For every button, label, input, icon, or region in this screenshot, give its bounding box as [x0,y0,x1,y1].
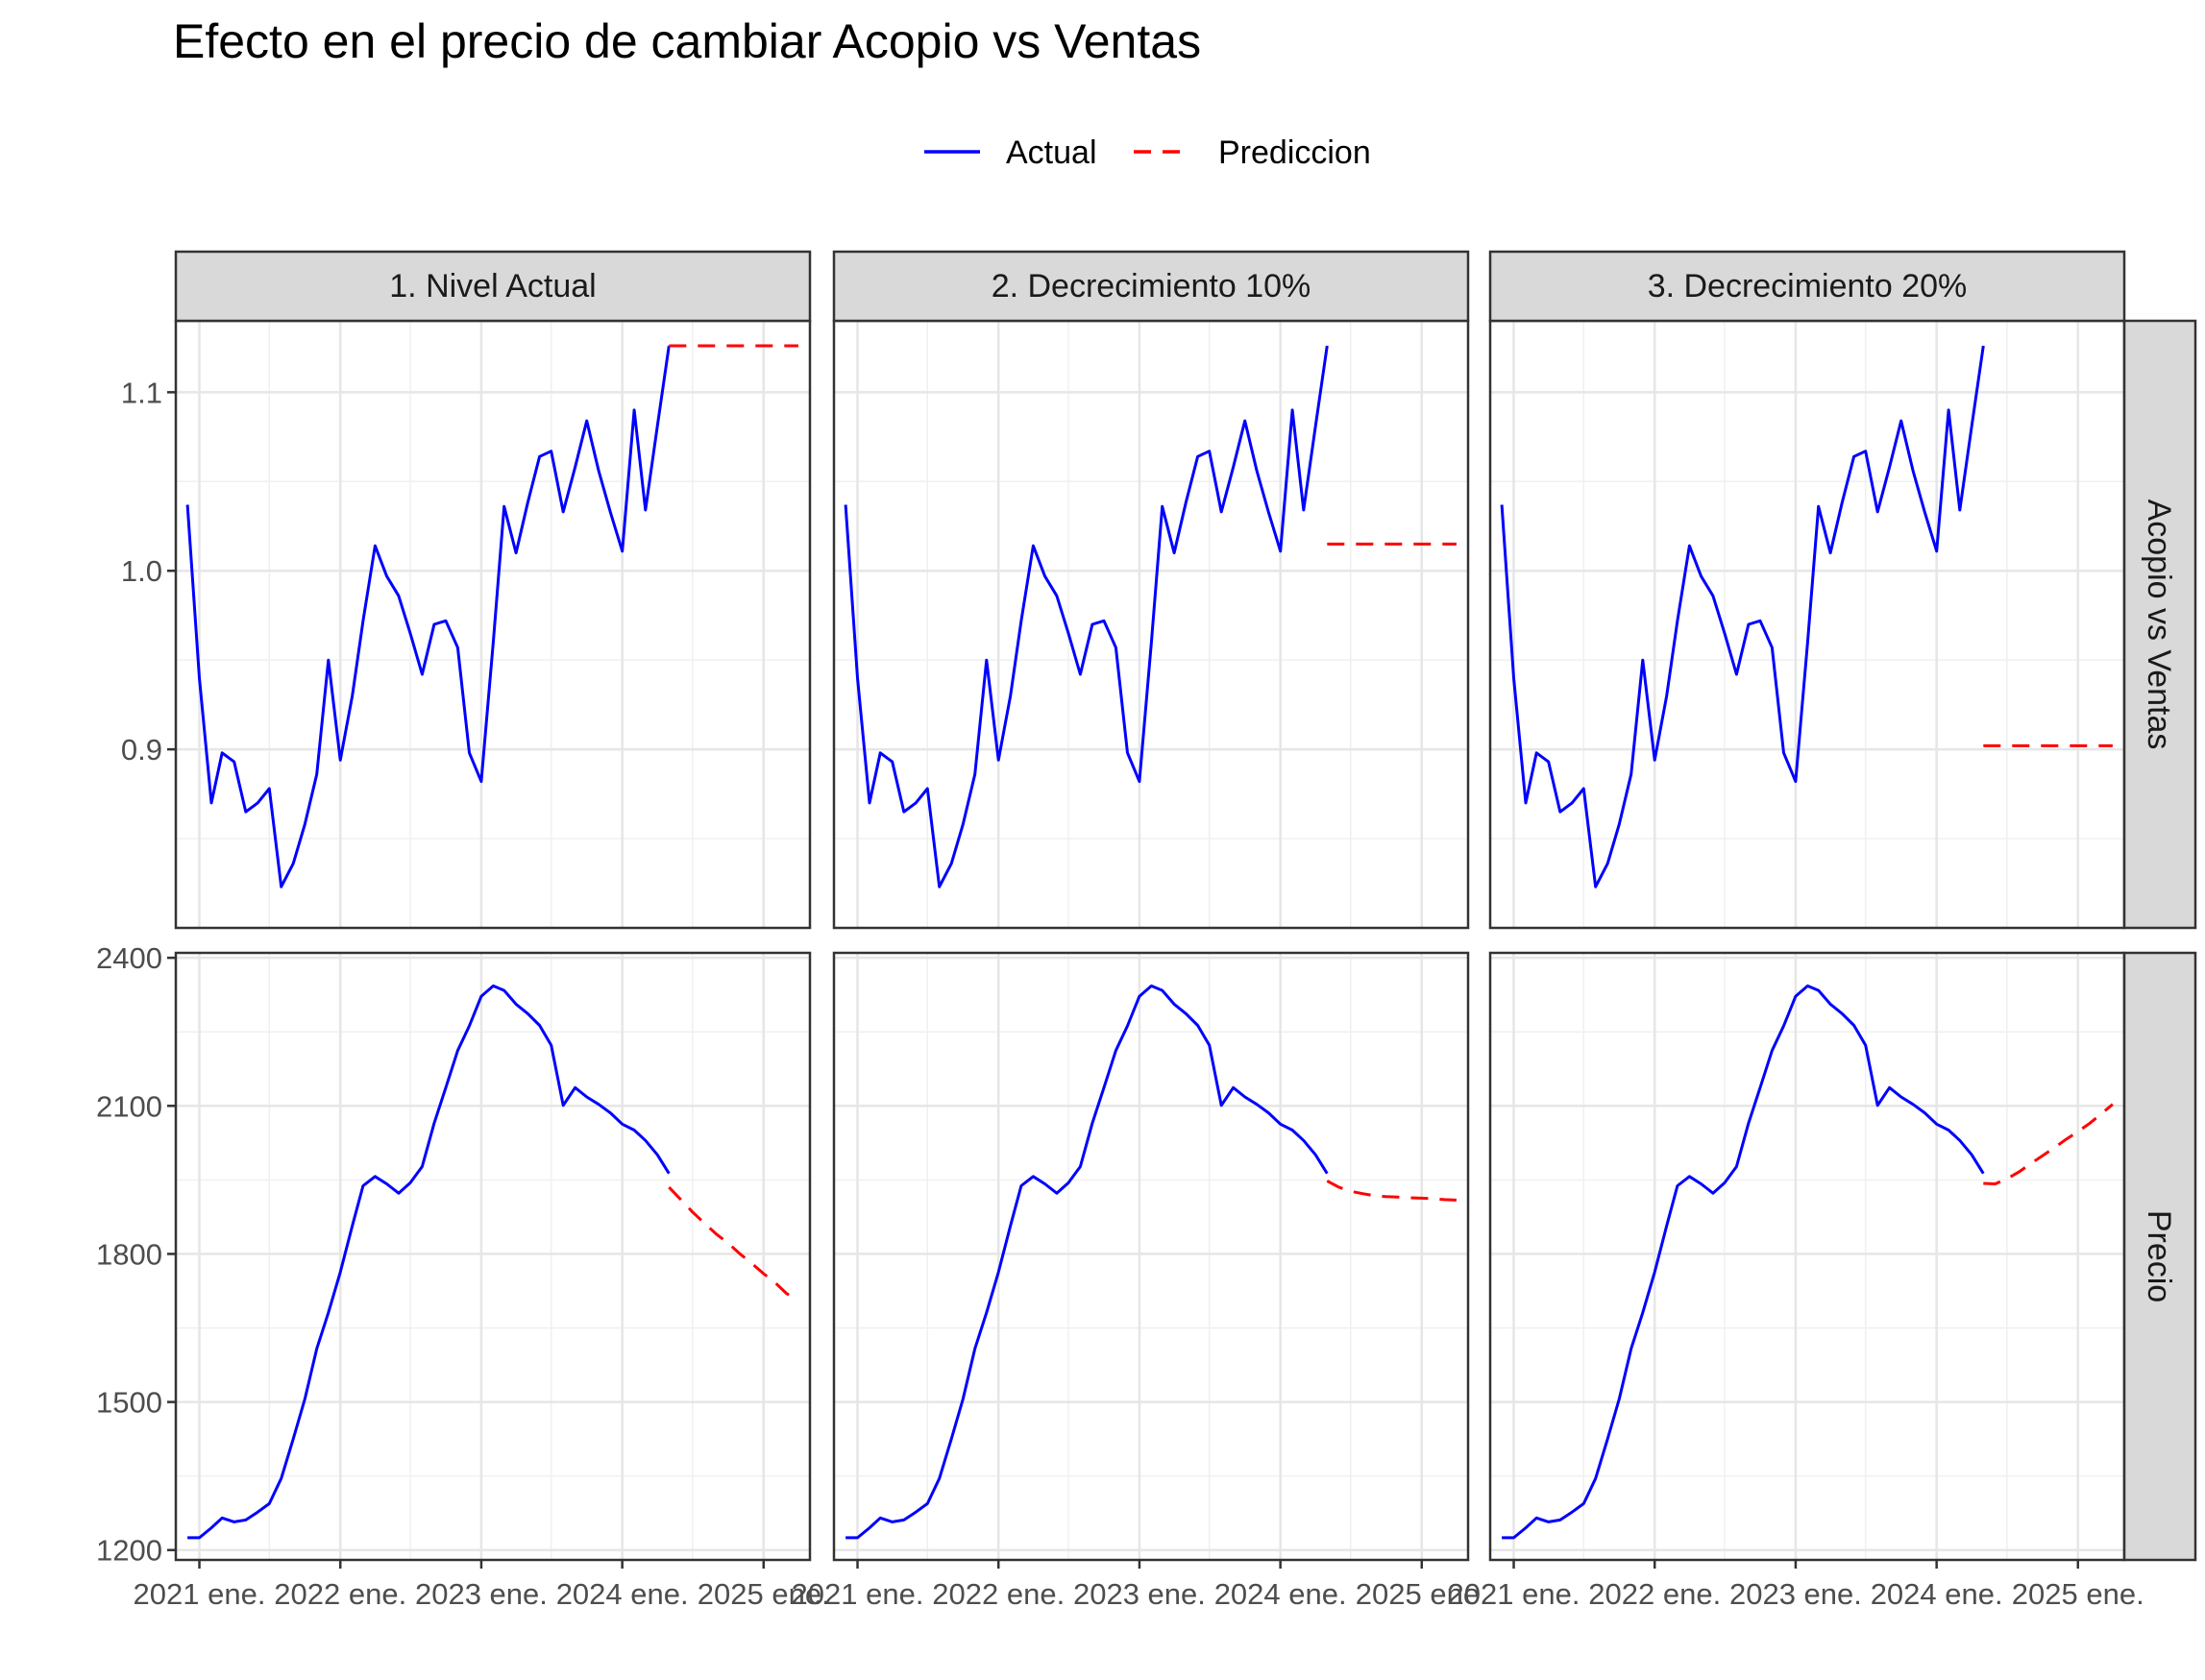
x-tick-label: 2025 ene. [698,1577,830,1611]
series-line-prediccion [1983,1103,2114,1185]
series-line-prediccion [1326,1180,1457,1202]
series-line-actual [845,984,1329,1540]
panel-background [834,321,1468,928]
series-line-actual [1500,345,1985,889]
y-tick-label: 2400 [96,941,162,975]
row-strip-label-acopio-vs-ventas: Acopio vs Ventas [2141,499,2177,750]
x-tick-label: 2024 ene. [1214,1577,1347,1611]
x-tick-label: 2022 ene. [274,1577,406,1611]
y-tick-label: 0.9 [121,733,162,767]
x-tick-label: 2022 ene. [932,1577,1065,1611]
column-strip-3-decrecimiento-20 [1488,250,2126,323]
facet-strips: Acopio vs Ventas Precio 1. Nivel Actual 2. … [174,250,2197,1562]
x-tick-label: 2021 ene. [792,1577,924,1611]
panel-1-nivel-actual-precio [174,951,812,1562]
x-tick-label: 2023 ene. [1073,1577,1206,1611]
x-tick-label: 2025 ene. [2012,1577,2144,1611]
panel-border [832,951,1470,1562]
x-tick-label: 2021 ene. [134,1577,266,1611]
series-line-actual [844,345,1329,889]
legend: Actual Prediccion [924,134,1371,171]
legend-label-prediccion: Prediccion [1218,134,1371,171]
column-strip-label-2-decrecimiento-10: 2. Decrecimiento 10% [992,268,1311,304]
chart-title: Efecto en el precio de cambiar Acopio vs… [173,14,1201,68]
panel-3-decrecimiento-20-precio [1488,951,2126,1562]
column-strip-2-decrecimiento-10 [832,250,1470,323]
x-tick-label: 2025 ene. [1356,1577,1488,1611]
x-tick-label: 2023 ene. [415,1577,548,1611]
x-tick-label: 2024 ene. [556,1577,689,1611]
y-tick-label: 1.1 [121,376,162,409]
panels [174,319,2126,1562]
panel-3-decrecimiento-20-acopio-vs-ventas [1488,319,2126,930]
legend-label-actual: Actual [1006,134,1097,171]
row-strip-label-precio: Precio [2141,1210,2177,1303]
panel-background [176,953,810,1560]
panel-1-nivel-actual-acopio-vs-ventas [174,319,812,930]
y-tick-label: 1800 [96,1237,162,1271]
row-strip-precio [2122,951,2197,1562]
y-tick-label: 2100 [96,1089,162,1123]
x-tick-label: 2023 ene. [1729,1577,1862,1611]
series-line-prediccion [668,1186,799,1303]
panel-2-decrecimiento-10-precio [832,951,1470,1562]
series-line-actual [187,984,671,1540]
panel-background [834,953,1468,1560]
series-line-actual [185,345,671,889]
panel-border [174,951,812,1562]
x-tick-label: 2022 ene. [1588,1577,1721,1611]
panel-background [1490,953,2124,1560]
panel-background [176,321,810,928]
column-strip-label-1-nivel-actual: 1. Nivel Actual [389,268,596,304]
y-tick-label: 1200 [96,1534,162,1568]
y-tick-label: 1500 [96,1386,162,1420]
x-tick-label: 2021 ene. [1448,1577,1580,1611]
panel-2-decrecimiento-10-acopio-vs-ventas [832,319,1470,930]
column-strip-1-nivel-actual [174,250,812,323]
x-tick-label: 2024 ene. [1871,1577,2003,1611]
panel-background [1490,321,2124,928]
series-line-actual [1502,984,1985,1540]
y-tick-label: 1.0 [121,554,162,588]
column-strip-label-3-decrecimiento-20: 3. Decrecimiento 20% [1648,268,1968,304]
row-strip-acopio-vs-ventas [2122,319,2197,930]
